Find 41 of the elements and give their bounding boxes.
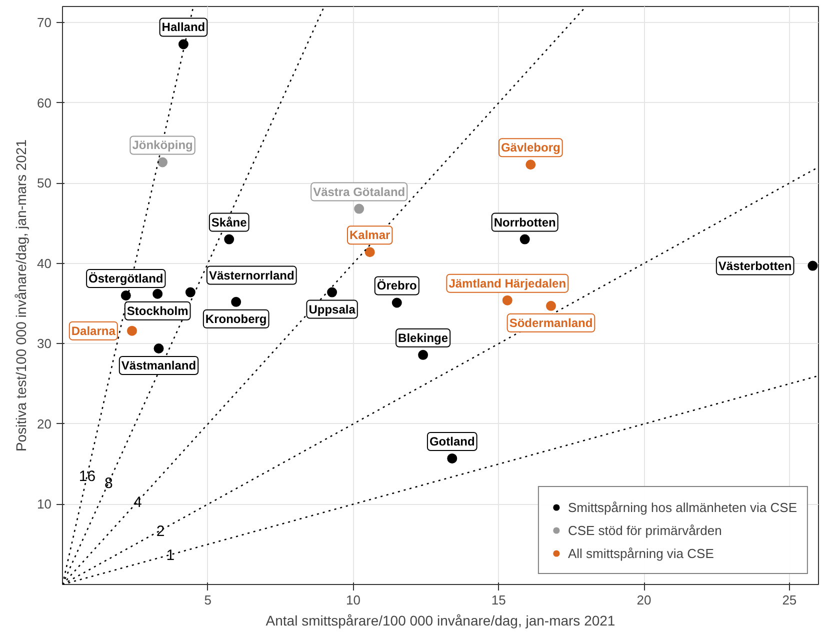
series-label: 8 xyxy=(104,474,113,492)
y-tick-label: 50 xyxy=(37,176,52,191)
annotation: Västra Götaland xyxy=(313,184,406,199)
y-tick-label: 40 xyxy=(37,256,52,271)
y-tick-label: 70 xyxy=(37,15,52,30)
series-label: 2 xyxy=(156,522,165,540)
y-tick-label: 20 xyxy=(37,416,52,432)
annotation: Gävleborg xyxy=(500,140,560,155)
y-axis-title: Positiva test/100 000 invånare/dag, jan-mars 2021 xyxy=(13,139,30,452)
annotation: Dalarna xyxy=(71,324,116,338)
y-tick-label: 30 xyxy=(37,336,52,352)
annotation: Östergötland xyxy=(88,272,164,286)
legend-label: Smittspårning hos allmänheten via CSE xyxy=(568,500,797,514)
annotation: Kalmar xyxy=(350,228,391,242)
annotation: Gotland xyxy=(429,434,475,448)
x-tick-label: 25 xyxy=(782,592,797,608)
annotation: Västmanland xyxy=(121,358,196,372)
legend-label: CSE stöd för primärvården xyxy=(568,522,722,538)
annotation: Kronoberg xyxy=(205,312,267,326)
legend-label: All smittspårning via CSE xyxy=(568,546,714,560)
annotation: Blekinge xyxy=(398,330,448,345)
y-tick-label: 60 xyxy=(37,95,52,110)
annotation: Södermanland xyxy=(509,316,593,330)
annotation: Norrbotten xyxy=(494,215,556,230)
x-tick-label: 5 xyxy=(204,592,212,608)
annotation: Örebro xyxy=(376,278,417,293)
x-tick-label: 20 xyxy=(636,592,652,608)
annotation: Halland xyxy=(162,20,206,34)
annotation: Västerbotten xyxy=(718,258,792,273)
annotation: Jämtland Härjedalen xyxy=(448,276,566,290)
annotation: Jönköping xyxy=(132,138,193,152)
annotation: Skåne xyxy=(211,215,248,230)
y-tick-label: 10 xyxy=(37,496,52,512)
series-label: 16 xyxy=(78,468,96,485)
annotation: Uppsala xyxy=(308,302,356,316)
annotation: Stockholm xyxy=(126,304,188,318)
series-label: 1 xyxy=(166,547,175,564)
x-tick-label: 15 xyxy=(491,592,506,608)
x-axis-title: Antal smittspårare/100 000 invånare/dag, jan-mars 2021 xyxy=(266,612,616,628)
annotation: Västernorrland xyxy=(208,268,294,282)
x-tick-label: 10 xyxy=(346,592,361,608)
